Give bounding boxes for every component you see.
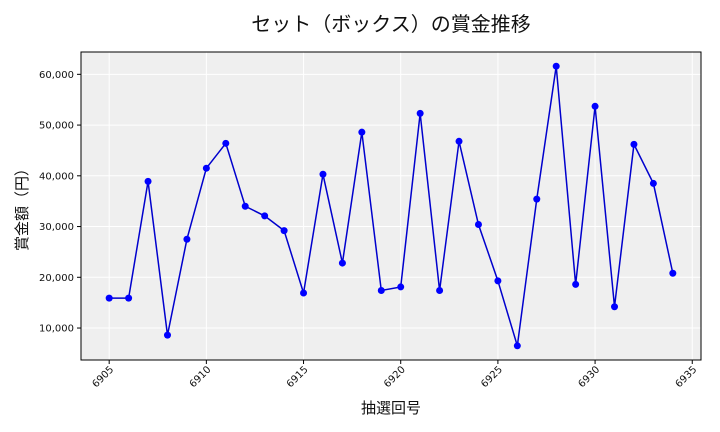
data-point: [455, 137, 463, 145]
x-tick-label: 6925: [479, 364, 505, 390]
data-point: [397, 283, 405, 291]
data-point: [144, 177, 152, 185]
x-tick-label: 6910: [188, 364, 214, 390]
series-group: [105, 62, 677, 350]
data-point: [338, 259, 346, 267]
data-point: [358, 128, 366, 136]
x-axis-label: 抽選回号: [361, 399, 421, 417]
data-point: [533, 195, 541, 203]
data-point: [319, 170, 327, 178]
x-axis-ticks: 6905 6910 6915 6920 6925 6930 6935: [91, 360, 700, 390]
x-tick-label: 6930: [576, 364, 602, 390]
data-point: [630, 140, 638, 148]
data-point: [436, 286, 444, 294]
x-tick-label: 6935: [674, 364, 700, 390]
data-point: [494, 277, 502, 285]
plot-area: [81, 52, 701, 360]
data-point: [125, 294, 133, 302]
data-point: [611, 303, 619, 311]
data-point: [241, 202, 249, 210]
y-tick-label: 20,000: [39, 273, 74, 284]
y-tick-label: 50,000: [39, 121, 74, 132]
data-point: [261, 212, 269, 220]
data-point: [280, 227, 288, 235]
y-tick-label: 40,000: [39, 171, 74, 182]
y-tick-label: 30,000: [39, 222, 74, 233]
data-point: [222, 139, 230, 147]
y-tick-label: 10,000: [39, 324, 74, 335]
data-point: [300, 289, 308, 297]
data-point: [591, 102, 599, 110]
data-point: [163, 331, 171, 339]
y-axis-ticks: 10,000 20,000 30,000 40,000 50,000 60,000: [39, 70, 81, 335]
data-point: [105, 294, 113, 302]
data-point: [183, 235, 191, 243]
data-point: [202, 164, 210, 172]
y-axis-label: 賞金額（円）: [13, 161, 31, 251]
data-point: [669, 269, 677, 277]
y-tick-label: 60,000: [39, 70, 74, 81]
data-point: [513, 342, 521, 350]
x-tick-label: 6915: [285, 364, 311, 390]
data-point: [572, 280, 580, 288]
data-point: [649, 179, 657, 187]
data-point: [474, 221, 482, 229]
data-point: [416, 109, 424, 117]
chart-title: セット（ボックス）の賞金推移: [251, 12, 530, 36]
data-point: [377, 286, 385, 294]
x-tick-label: 6920: [382, 364, 408, 390]
data-point: [552, 62, 560, 70]
plot-frame: [80, 51, 702, 361]
series-line: [109, 66, 674, 347]
x-tick-label: 6905: [91, 364, 117, 390]
